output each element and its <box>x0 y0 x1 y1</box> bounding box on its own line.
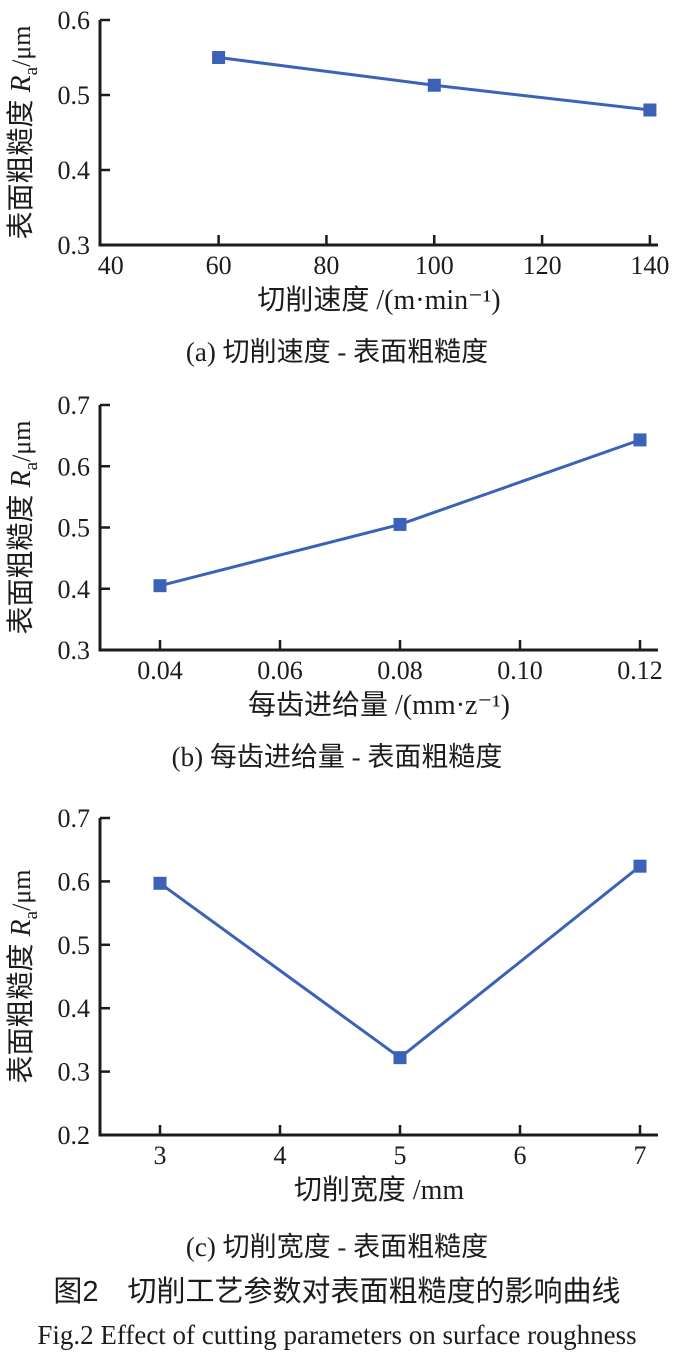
x-tick-label: 0.06 <box>257 656 303 685</box>
chart-block-feed-per-tooth: 0.04 0.06 0.08 0.10 0.12 0.3 0.4 0.5 0.6 0.7 每齿进给量… <box>0 375 674 780</box>
x-tick-label: 3 <box>154 1141 167 1170</box>
data-point-marker <box>633 433 647 447</box>
y-tick-label: 0.6 <box>58 867 91 896</box>
x-tick-label: 40 <box>98 251 124 280</box>
y-tick-label: 0.6 <box>58 452 91 481</box>
series-line <box>159 865 641 1060</box>
chart-a-subtitle: (a) 切削速度 - 表面粗糙度 <box>185 337 489 367</box>
x-tick-label: 120 <box>523 251 562 280</box>
y-tick-label: 0.5 <box>58 931 91 960</box>
y-axis-title: 表面粗糙度 Ra/μm <box>5 421 42 635</box>
x-tick-label: 140 <box>630 251 669 280</box>
data-point-marker <box>153 876 167 890</box>
x-tick-label: 100 <box>415 251 454 280</box>
x-tick-label: 0.12 <box>617 656 663 685</box>
x-tick-label: 0.08 <box>377 656 423 685</box>
x-tick-label: 0.10 <box>497 656 543 685</box>
x-axis-title: 每齿进给量 /(mm·z⁻¹) <box>248 689 510 721</box>
y-tick-label: 0.3 <box>58 636 91 665</box>
data-point-marker <box>633 859 647 873</box>
x-axis-title: 切削速度 /(m·min⁻¹) <box>257 284 500 316</box>
x-tick-label: 7 <box>634 1141 647 1170</box>
chart-block-cutting-speed: 40 60 80 100 120 140 0.3 0.4 0.5 0.6 切削速度 /(m·min⁻… <box>0 0 674 375</box>
y-tick-label: 0.4 <box>58 575 91 604</box>
y-tick-label: 0.3 <box>58 231 91 260</box>
x-tick-label: 0.04 <box>137 656 183 685</box>
figure-caption-english: Fig.2 Effect of cutting parameters on su… <box>37 1320 637 1350</box>
chart-b-subtitle: (b) 每齿进给量 - 表面粗糙度 <box>171 742 503 772</box>
y-tick-label: 0.7 <box>58 391 91 420</box>
x-tick-label: 5 <box>394 1141 407 1170</box>
figure-caption-chinese: 图2 切削工艺参数对表面粗糙度的影响曲线 <box>53 1276 621 1308</box>
y-tick-label: 0.5 <box>58 81 91 110</box>
y-tick-label: 0.6 <box>58 6 91 35</box>
data-point-marker <box>643 103 657 117</box>
y-tick-label: 0.2 <box>58 1121 91 1150</box>
y-tick-label: 0.4 <box>58 994 91 1023</box>
chart-cutting-speed-vs-roughness: 40 60 80 100 120 140 0.3 0.4 0.5 0.6 切削速度 /(m·min⁻… <box>0 0 674 330</box>
data-point-marker <box>393 517 407 531</box>
y-tick-label: 0.4 <box>58 156 91 185</box>
y-axis-title: 表面粗糙度 Ra/μm <box>5 870 42 1084</box>
y-tick-label: 0.5 <box>58 514 91 543</box>
series-line <box>159 438 641 588</box>
chart-block-cutting-width: 3 4 5 6 7 0.2 0.3 0.4 0.5 0.6 0.7 切削宽度 /mm 表面粗糙度 Ra/… <box>0 780 674 1270</box>
x-tick-label: 4 <box>274 1141 287 1170</box>
y-tick-label: 0.3 <box>58 1058 91 1087</box>
x-tick-label: 80 <box>313 251 339 280</box>
chart-feed-per-tooth-vs-roughness: 0.04 0.06 0.08 0.10 0.12 0.3 0.4 0.5 0.6 0.7 每齿进给量… <box>0 375 674 735</box>
chart-cutting-width-vs-roughness: 3 4 5 6 7 0.2 0.3 0.4 0.5 0.6 0.7 切削宽度 /mm 表面粗糙度 Ra/… <box>0 780 674 1225</box>
data-point-marker <box>153 579 167 593</box>
y-axis-title: 表面粗糙度 Ra/μm <box>5 26 42 240</box>
x-tick-label: 6 <box>514 1141 527 1170</box>
data-point-marker <box>427 78 441 92</box>
data-point-marker <box>393 1051 407 1065</box>
chart-c-subtitle: (c) 切削宽度 - 表面粗糙度 <box>185 1232 489 1262</box>
y-tick-label: 0.7 <box>58 804 91 833</box>
x-axis-title: 切削宽度 /mm <box>294 1174 465 1206</box>
data-point-marker <box>212 51 226 64</box>
x-tick-label: 60 <box>206 251 232 280</box>
